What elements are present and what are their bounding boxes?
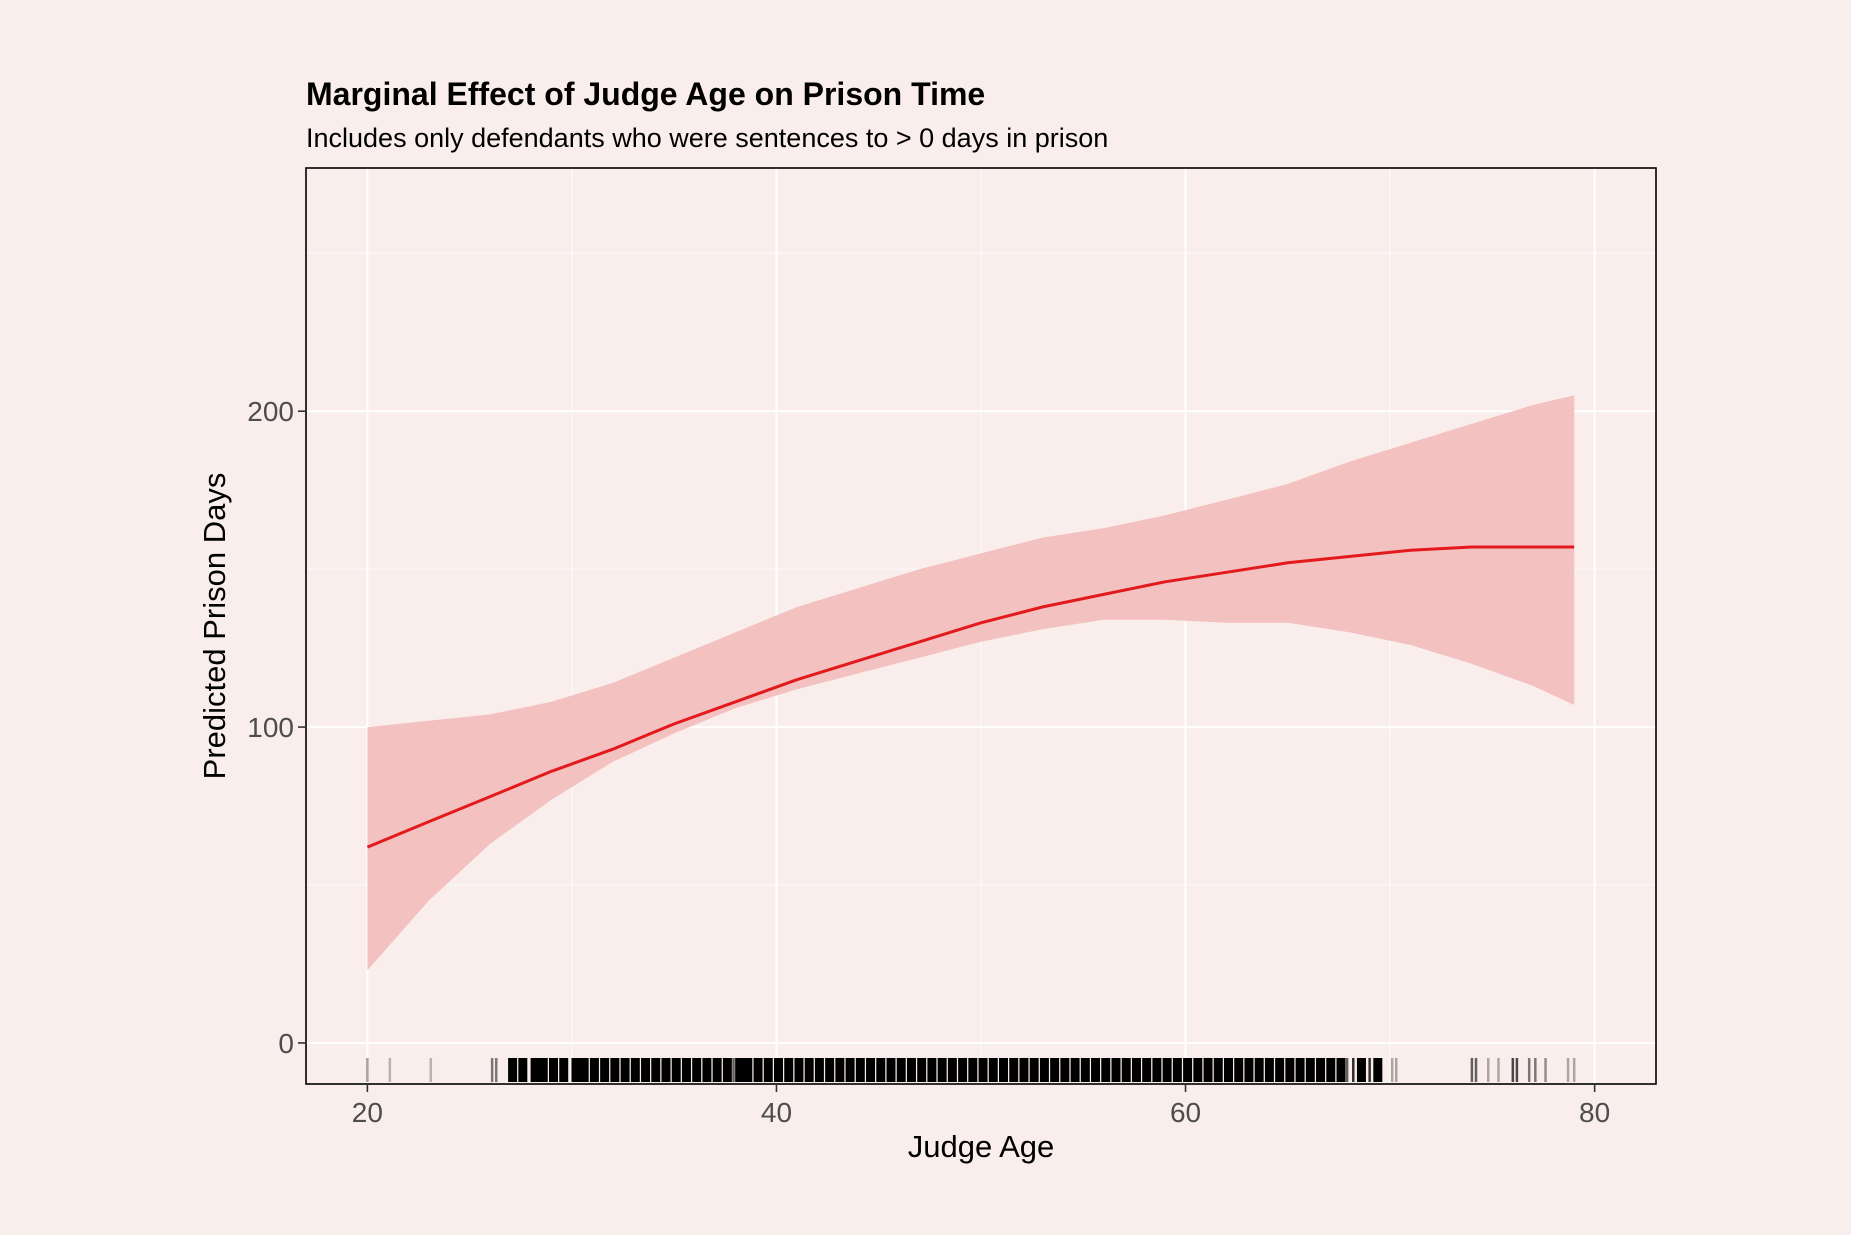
y-axis: 0 100 200 — [247, 396, 306, 1059]
fit-line — [366, 545, 1575, 849]
y-tick-label: 100 — [247, 712, 294, 743]
chart-title: Marginal Effect of Judge Age on Prison T… — [306, 76, 985, 112]
plot-panel-border — [305, 167, 1657, 1085]
x-tick-label: 80 — [1579, 1097, 1610, 1128]
confidence-ribbon — [367, 395, 1575, 971]
x-tick-label: 20 — [352, 1097, 383, 1128]
gridlines — [306, 168, 1656, 1084]
y-tick-label: 200 — [247, 396, 294, 427]
chart-subtitle: Includes only defendants who were senten… — [306, 123, 1108, 153]
x-tick-label: 40 — [761, 1097, 792, 1128]
y-tick-label: 0 — [278, 1028, 294, 1059]
rug-marks — [366, 1058, 1576, 1082]
x-axis: 20 40 60 80 — [352, 1084, 1610, 1128]
y-axis-label: Predicted Prison Days — [197, 473, 232, 780]
x-axis-label: Judge Age — [908, 1129, 1055, 1164]
x-tick-label: 60 — [1170, 1097, 1201, 1128]
